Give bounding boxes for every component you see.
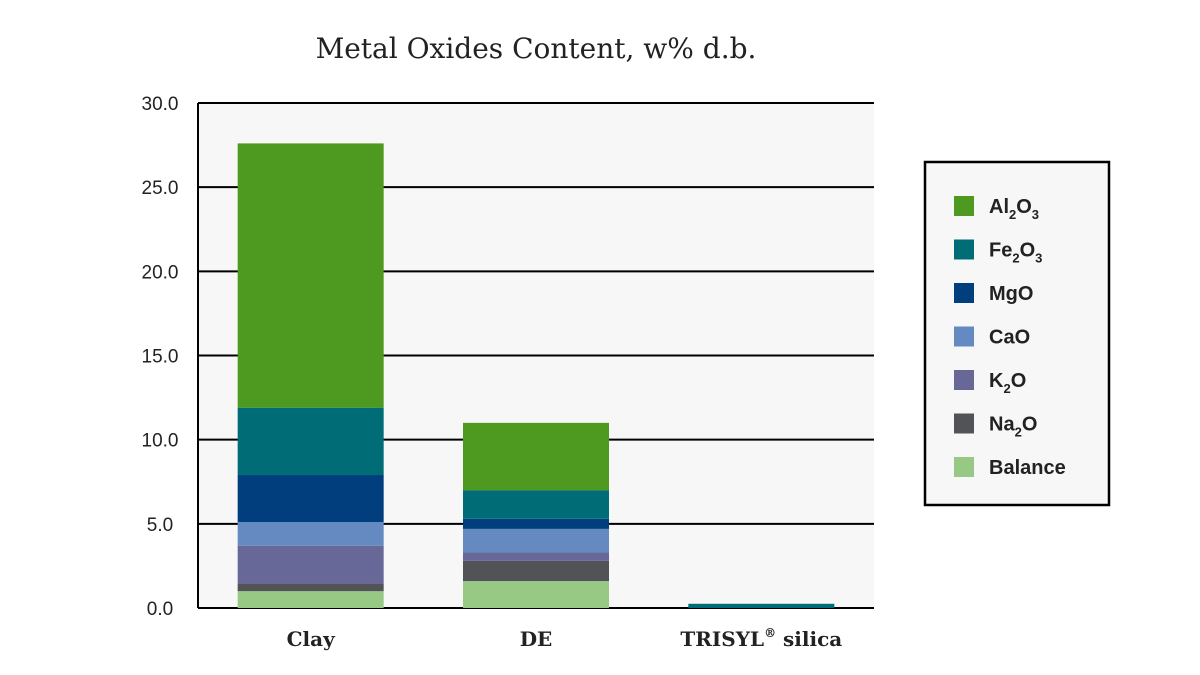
legend-swatch — [954, 370, 974, 390]
legend-swatch — [954, 239, 974, 260]
legend-label: Fe2O3 — [989, 240, 1042, 266]
x-axis-ticks: Clay DE TRISYL® silica — [287, 626, 843, 651]
bar-segment — [463, 528, 609, 553]
bar-segment — [463, 560, 609, 582]
x-tick-label: Clay — [287, 627, 336, 651]
bar-segment — [237, 407, 384, 476]
chart-title: Metal Oxides Content, w% d.b. — [316, 32, 757, 65]
legend-swatch — [954, 196, 974, 216]
y-tick-label: 15.0 — [142, 347, 179, 368]
y-tick-label: 5.0 — [147, 515, 173, 536]
bar-segment — [688, 603, 835, 608]
legend-label: Al2O3 — [989, 196, 1039, 222]
y-tick-label: 20.0 — [142, 262, 179, 283]
y-axis-ticks: 0.0 5.0 10.0 15.0 20.0 25.0 30.0 — [142, 94, 179, 620]
x-tick-label: TRISYL® silica — [680, 626, 842, 651]
bar-segment — [237, 143, 384, 408]
legend-label: K2O — [989, 370, 1026, 396]
y-tick-label: 25.0 — [142, 178, 179, 199]
bar-segment — [237, 545, 384, 584]
legend-label: Balance — [989, 457, 1066, 479]
legend-label: CaO — [989, 327, 1030, 349]
legend: Al2O3 Fe2O3 MgO CaO K2O Na2O Balance — [923, 160, 1111, 507]
y-tick-label: 0.0 — [147, 599, 173, 620]
legend-swatch — [954, 283, 974, 303]
bar-segment — [463, 490, 609, 519]
bar-segment — [237, 591, 384, 608]
legend-label: MgO — [989, 283, 1033, 305]
bar-segment — [463, 518, 609, 529]
legend-swatch — [954, 326, 974, 347]
y-tick-label: 10.0 — [142, 431, 179, 452]
bar-segment — [237, 522, 384, 546]
bar-segment — [463, 581, 609, 608]
bars — [237, 143, 835, 608]
x-tick-label: DE — [520, 627, 553, 651]
legend-label: Na2O — [989, 414, 1037, 440]
legend-swatch — [954, 457, 974, 477]
y-tick-label: 30.0 — [142, 94, 179, 115]
bar-segment — [463, 422, 609, 491]
bar-segment — [237, 583, 384, 592]
bar-segment — [463, 552, 609, 561]
bar-segment — [237, 475, 384, 523]
legend-swatch — [954, 413, 974, 434]
